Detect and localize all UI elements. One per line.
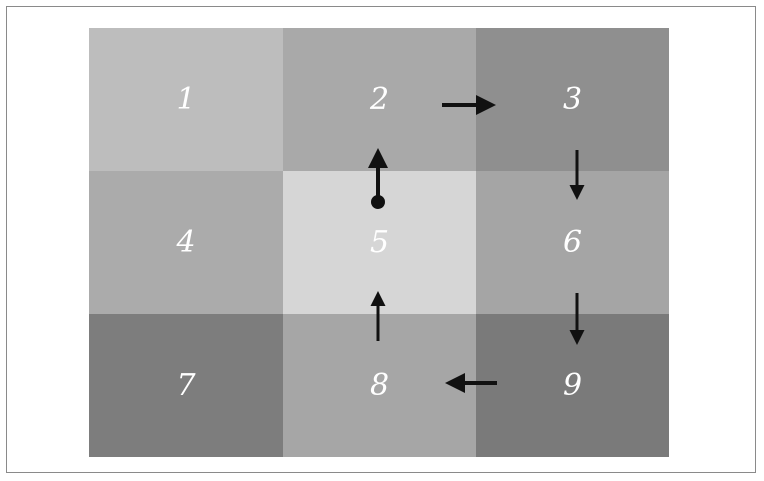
- cell-7-label: 7: [176, 368, 196, 403]
- cell-4-label: 4: [176, 225, 196, 260]
- cell-6-label: 6: [562, 225, 583, 260]
- cell-8-label: 8: [369, 368, 390, 403]
- cell-8: 8: [283, 314, 476, 457]
- cell-4: 4: [89, 171, 283, 314]
- cell-1-label: 1: [176, 82, 196, 117]
- cell-2: 2: [283, 28, 476, 171]
- cell-9-label: 9: [562, 368, 583, 403]
- cell-3: 3: [476, 28, 669, 171]
- cell-7: 7: [89, 314, 283, 457]
- cell-9: 9: [476, 314, 669, 457]
- cell-2-label: 2: [369, 82, 390, 117]
- cell-5: 5: [283, 171, 476, 314]
- cell-5-label: 5: [369, 225, 390, 260]
- grid-3x3: 1 2 3 4 5 6 7 8 9: [89, 28, 669, 457]
- cell-3-label: 3: [562, 82, 583, 117]
- cell-6: 6: [476, 171, 669, 314]
- cell-1: 1: [89, 28, 283, 171]
